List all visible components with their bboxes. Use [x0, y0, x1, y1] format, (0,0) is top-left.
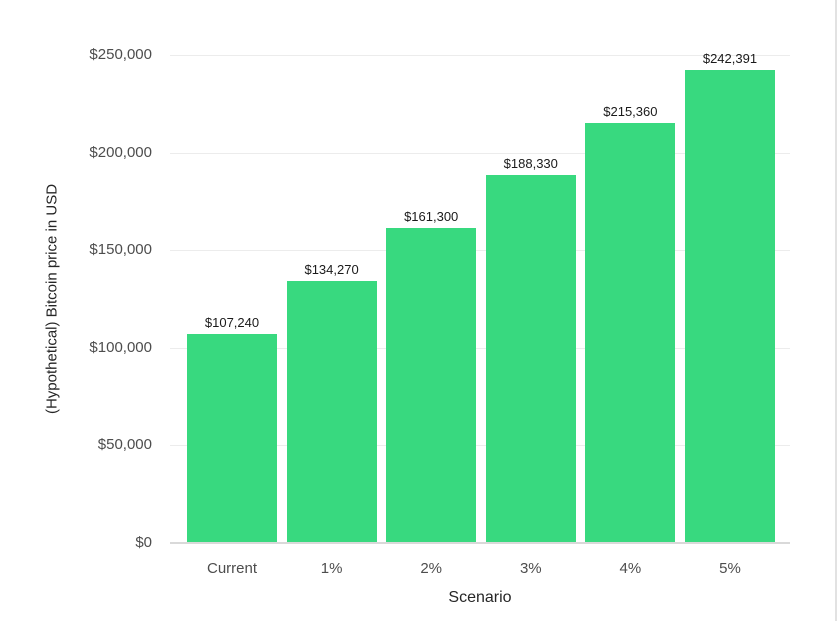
bar-value-label: $215,360: [603, 103, 658, 119]
y-tick-label: $200,000: [89, 143, 152, 161]
x-tick-label: 5%: [719, 560, 741, 577]
bar-column: $161,300: [386, 209, 477, 543]
y-tick-label: $150,000: [89, 241, 152, 259]
x-tick-label: 3%: [519, 560, 542, 577]
y-tick-label: $0: [135, 534, 152, 551]
gridline: [170, 152, 790, 154]
bar: [585, 122, 676, 543]
bar-column: $188,330: [485, 156, 576, 543]
bar-value-label: $188,330: [503, 156, 558, 172]
x-tick-label: 4%: [619, 560, 642, 577]
x-tick-label: 2%: [420, 560, 443, 577]
bar-column: $134,270: [286, 261, 377, 543]
bar: [485, 175, 576, 543]
bar-column: $242,391: [684, 50, 775, 543]
x-tick-label: 1%: [320, 560, 343, 577]
bar-value-label: $107,240: [204, 314, 260, 330]
y-tick-label: $50,000: [97, 436, 152, 454]
bar-column: $107,240: [187, 315, 277, 543]
x-tick-label: Current: [206, 560, 258, 577]
gridline: [170, 445, 790, 447]
gridline: [170, 55, 790, 56]
gridline: [170, 250, 790, 252]
bar-value-label: $161,300: [404, 209, 459, 225]
x-axis-ticks: Current 1% 2% 3% 4% 5%: [170, 560, 790, 577]
x-axis-line: [170, 542, 790, 544]
y-tick-label: $250,000: [89, 46, 152, 63]
bar: [386, 228, 477, 543]
bar: [684, 69, 775, 543]
x-axis-title: Scenario: [448, 589, 512, 606]
plot-area: $107,240 $134,270 $161,300 $188,330 $215,360…: [170, 51, 790, 543]
bar: [286, 280, 377, 543]
bars-row: $107,240 $134,270 $161,300 $188,330 $215,360…: [170, 51, 790, 543]
bar-value-label: $134,270: [304, 261, 359, 277]
bar-value-label: $242,391: [702, 50, 758, 66]
gridline: [170, 347, 790, 349]
bar-column: $215,360: [585, 103, 676, 543]
bar: [187, 333, 277, 543]
y-axis-title: (Hypothetical) Bitcoin price in USD: [43, 183, 61, 415]
y-tick-label: $100,000: [89, 338, 152, 356]
